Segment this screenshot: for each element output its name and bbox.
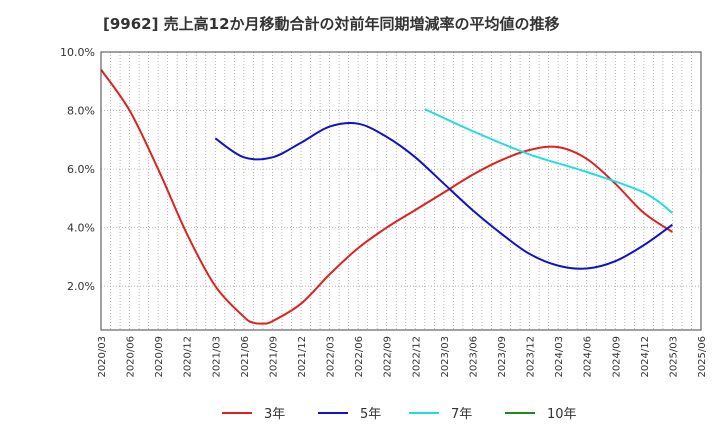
x-tick-label: 2024/12: [640, 336, 651, 378]
x-tick-label: 2023/06: [468, 336, 479, 378]
x-axis-ticks: 2020/03 2020/06 2020/09 2020/12 2021/03 2021/…: [97, 336, 708, 378]
x-tick-label: 2021/06: [240, 336, 251, 378]
x-tick-label: 2021/12: [297, 336, 308, 378]
x-tick-label: 2021/09: [268, 336, 279, 378]
x-tick-label: 2022/12: [411, 336, 422, 378]
legend: 3年 5年 7年 10年: [222, 407, 577, 422]
legend-label-3: 7年: [451, 407, 472, 422]
x-tick-label: 2023/12: [526, 336, 537, 378]
x-tick-label: 2022/06: [354, 336, 365, 378]
grid-lines: [100, 51, 702, 330]
y-axis-ticks: 2.0% 4.0% 6.0% 8.0% 10.0%: [60, 46, 95, 293]
x-tick-label: 2024/09: [611, 336, 622, 378]
y-tick-label: 4.0%: [67, 222, 95, 235]
y-tick-label: 10.0%: [60, 46, 95, 59]
x-tick-label: 2025/06: [697, 336, 708, 378]
series-line-3: [424, 108, 674, 214]
x-tick-label: 2020/03: [97, 336, 108, 378]
x-tick-label: 2022/09: [383, 336, 394, 378]
legend-label-4: 10年: [547, 407, 577, 422]
x-tick-label: 2021/03: [211, 336, 222, 378]
x-tick-label: 2020/12: [183, 336, 194, 378]
x-tick-label: 2023/09: [497, 336, 508, 378]
y-tick-label: 8.0%: [67, 105, 95, 118]
x-tick-label: 2023/03: [440, 336, 451, 378]
legend-label-2: 5年: [360, 407, 381, 422]
x-tick-label: 2022/03: [326, 336, 337, 378]
x-tick-label: 2020/09: [154, 336, 165, 378]
chart-title: [9962] 売上高12か月移動合計の対前年同期増減率の平均値の推移: [103, 15, 560, 33]
plot-frame: [100, 51, 702, 331]
series-line-2: [214, 122, 673, 270]
series-lines: [100, 69, 674, 325]
x-tick-label: 2020/06: [126, 336, 137, 378]
y-tick-label: 6.0%: [67, 163, 95, 176]
y-tick-label: 2.0%: [67, 280, 95, 293]
x-tick-label: 2025/03: [668, 336, 679, 378]
x-tick-label: 2024/03: [554, 336, 565, 378]
series-line-1: [100, 69, 673, 325]
legend-label-1: 3年: [264, 407, 285, 422]
x-tick-label: 2024/06: [583, 336, 594, 378]
